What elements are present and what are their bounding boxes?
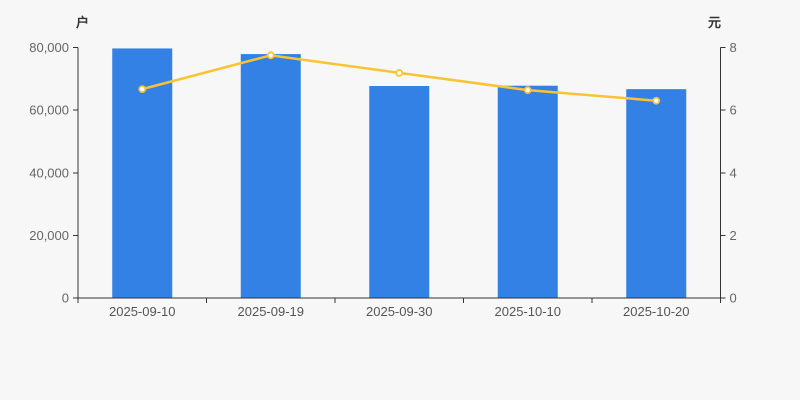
right-axis-tick-label: 8 bbox=[730, 40, 737, 55]
line-point-2025-09-10 bbox=[138, 85, 147, 94]
right-axis-tick-label: 2 bbox=[730, 228, 737, 243]
right-axis-tick-label: 0 bbox=[730, 291, 737, 306]
bar-2025-09-19 bbox=[240, 54, 301, 299]
right-axis-tick-label: 6 bbox=[730, 103, 737, 118]
line-point-2025-09-19 bbox=[266, 51, 275, 60]
right-axis-tick-label: 4 bbox=[730, 165, 737, 180]
left-axis-tick-label: 80,000 bbox=[29, 40, 69, 55]
line-point-2025-10-10 bbox=[523, 86, 532, 94]
x-axis-category-label: 2025-09-19 bbox=[238, 304, 305, 319]
bar-2025-09-30 bbox=[369, 86, 430, 298]
bar-2025-10-20 bbox=[626, 89, 687, 298]
bar-2025-10-10 bbox=[497, 85, 558, 298]
left-axis-tick-label: 0 bbox=[62, 291, 69, 306]
x-axis-category-label: 2025-10-10 bbox=[495, 304, 562, 319]
x-axis-category-label: 2025-09-30 bbox=[366, 304, 433, 319]
left-axis-tick-label: 20,000 bbox=[29, 228, 69, 243]
x-axis-category-label: 2025-09-10 bbox=[109, 304, 176, 319]
right-axis-title: 元 bbox=[708, 15, 722, 30]
left-axis-tick-label: 60,000 bbox=[29, 103, 69, 118]
line-point-2025-09-30 bbox=[395, 68, 404, 77]
x-axis-category-label: 2025-10-20 bbox=[623, 304, 690, 319]
line-point-2025-10-20 bbox=[652, 96, 661, 105]
left-axis-title: 户 bbox=[76, 15, 90, 30]
left-axis-tick-label: 40,000 bbox=[29, 165, 69, 180]
